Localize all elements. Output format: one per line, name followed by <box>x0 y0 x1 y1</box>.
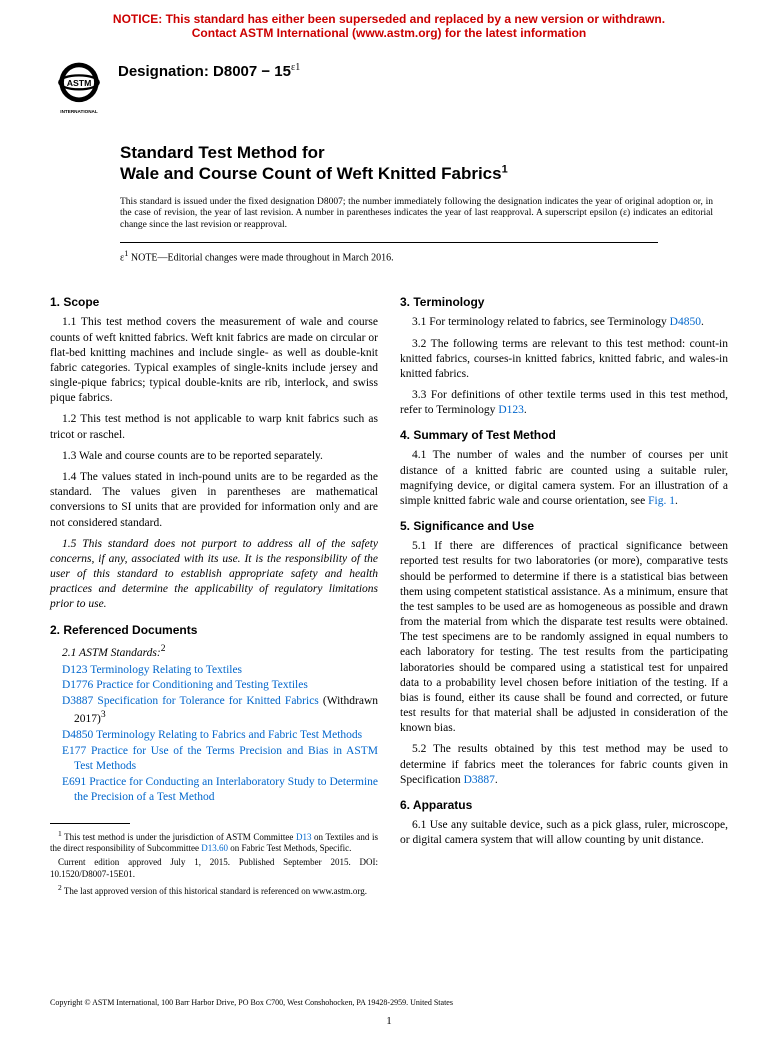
ref-d1776: D1776 Practice for Conditioning and Test… <box>62 678 378 693</box>
scope-head: 1. Scope <box>50 295 378 309</box>
ref-e691: E691 Practice for Conducting an Interlab… <box>62 775 378 805</box>
link-term-d123[interactable]: D123 <box>498 404 524 416</box>
title-block: Standard Test Method for Wale and Course… <box>120 142 728 185</box>
standard-issue-note: This standard is issued under the fixed … <box>120 197 713 233</box>
referenced-head: 2. Referenced Documents <box>50 623 378 637</box>
two-column-body: 1. Scope 1.1 This test method covers the… <box>50 285 728 900</box>
terminology-p1: 3.1 For terminology related to fabrics, … <box>400 315 728 330</box>
referenced-sub: 2.1 ASTM Standards:2 <box>50 643 378 661</box>
link-e691[interactable]: E691 <box>62 776 86 788</box>
link-d4850[interactable]: D4850 <box>62 729 93 741</box>
ref-d123: D123 Terminology Relating to Textiles <box>62 663 378 678</box>
significance-p1: 5.1 If there are differences of practica… <box>400 539 728 736</box>
copyright-line: Copyright © ASTM International, 100 Barr… <box>50 998 728 1007</box>
scope-p2: 1.2 This test method is not applicable t… <box>50 412 378 442</box>
scope-p4: 1.4 The values stated in inch-pound unit… <box>50 470 378 531</box>
link-committee-d13[interactable]: D13 <box>296 832 312 842</box>
scope-p5: 1.5 This standard does not purport to ad… <box>50 537 378 613</box>
astm-logo: ASTM INTERNATIONAL <box>50 58 108 116</box>
scope-p3: 1.3 Wale and course counts are to be rep… <box>50 449 378 464</box>
notice-banner: NOTICE: This standard has either been su… <box>50 12 728 40</box>
designation-super: ɛ1 <box>291 62 300 73</box>
designation-label: Designation: <box>118 63 213 80</box>
footnote-1: 1 This test method is under the jurisdic… <box>50 829 378 855</box>
link-subcommittee-d1360[interactable]: D13.60 <box>201 843 228 853</box>
ref-e177: E177 Practice for Use of the Terms Preci… <box>62 744 378 774</box>
summary-head: 4. Summary of Test Method <box>400 428 728 442</box>
svg-text:INTERNATIONAL: INTERNATIONAL <box>60 109 98 114</box>
significance-p2: 5.2 The results obtained by this test me… <box>400 742 728 788</box>
left-column: 1. Scope 1.1 This test method covers the… <box>50 285 378 900</box>
footnote-1b: Current edition approved July 1, 2015. P… <box>50 857 378 880</box>
title-line-2: Wale and Course Count of Weft Knitted Fa… <box>120 163 728 184</box>
link-d123[interactable]: D123 <box>62 664 88 676</box>
link-spec-d3887[interactable]: D3887 <box>464 774 495 786</box>
apparatus-p1: 6.1 Use any suitable device, such as a p… <box>400 818 728 848</box>
footnote-2: 2 The last approved version of this hist… <box>50 883 378 897</box>
summary-p1: 4.1 The number of wales and the number o… <box>400 448 728 509</box>
epsilon-note: ɛ1 NOTE—Editorial changes were made thro… <box>120 249 728 263</box>
header-row: ASTM INTERNATIONAL Designation: D8007 − … <box>50 58 728 116</box>
terminology-p3: 3.3 For definitions of other textile ter… <box>400 388 728 418</box>
apparatus-head: 6. Apparatus <box>400 798 728 812</box>
svg-text:ASTM: ASTM <box>67 78 92 88</box>
terminology-p2: 3.2 The following terms are relevant to … <box>400 337 728 383</box>
link-d3887[interactable]: D3887 <box>62 695 93 707</box>
designation: Designation: D8007 − 15ɛ1 <box>118 62 300 81</box>
scope-p1: 1.1 This test method covers the measurem… <box>50 315 378 406</box>
title-line-1: Standard Test Method for <box>120 142 728 163</box>
page-number: 1 <box>0 1015 778 1027</box>
notice-line-1: NOTICE: This standard has either been su… <box>50 12 728 26</box>
notice-line-2: Contact ASTM International (www.astm.org… <box>50 26 728 40</box>
divider-top <box>120 242 658 243</box>
link-term-d4850[interactable]: D4850 <box>670 316 701 328</box>
link-fig1[interactable]: Fig. 1 <box>648 495 675 507</box>
designation-code: D8007 − 15 <box>213 63 291 80</box>
link-d1776[interactable]: D1776 <box>62 679 93 691</box>
significance-head: 5. Significance and Use <box>400 519 728 533</box>
terminology-head: 3. Terminology <box>400 295 728 309</box>
footnote-rule <box>50 823 130 824</box>
ref-d3887: D3887 Specification for Tolerance for Kn… <box>62 694 378 727</box>
link-e177[interactable]: E177 <box>62 745 86 757</box>
right-column: 3. Terminology 3.1 For terminology relat… <box>400 285 728 900</box>
ref-d4850: D4850 Terminology Relating to Fabrics an… <box>62 728 378 743</box>
